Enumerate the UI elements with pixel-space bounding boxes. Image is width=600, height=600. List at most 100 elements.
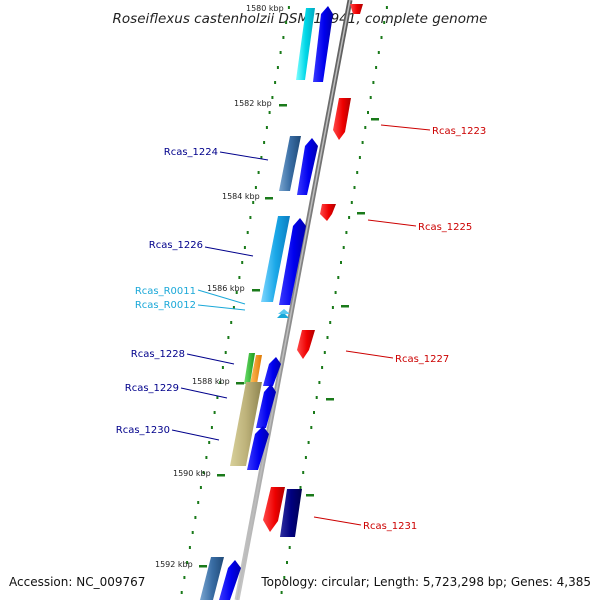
tick-dot bbox=[265, 126, 268, 129]
gene-arrow[interactable] bbox=[350, 4, 363, 14]
gene-label-rcas-1224[interactable]: Rcas_1224 bbox=[164, 147, 218, 158]
tick-dot bbox=[329, 321, 332, 324]
tick-dot bbox=[230, 321, 233, 324]
tick-dot bbox=[183, 576, 186, 579]
tick-dot bbox=[180, 591, 183, 594]
tick-dot bbox=[274, 81, 277, 84]
gene-labels: Rcas_1223 Rcas_1224 Rcas_1225 Rcas_1226 … bbox=[116, 126, 486, 532]
tick-dot bbox=[377, 51, 380, 54]
tick-major bbox=[265, 197, 273, 200]
tick-major bbox=[279, 104, 287, 107]
leader-lines bbox=[171, 124, 431, 526]
tick-dot bbox=[213, 411, 216, 414]
gene-arrow[interactable] bbox=[244, 353, 255, 384]
tick-dot bbox=[307, 441, 310, 444]
scale-label-1588: 1588 kbp bbox=[192, 377, 230, 386]
gene-arrow[interactable] bbox=[263, 487, 285, 532]
gene-label-rcas-1223[interactable]: Rcas_1223 bbox=[432, 126, 486, 137]
gene-label-rcas-1225[interactable]: Rcas_1225 bbox=[418, 222, 472, 233]
rna-marker[interactable] bbox=[278, 309, 290, 314]
tick-dot bbox=[334, 291, 337, 294]
tick-dot bbox=[299, 486, 302, 489]
tick-dot bbox=[210, 426, 213, 429]
tick-major bbox=[341, 305, 349, 308]
tick-major bbox=[199, 565, 207, 568]
tick-dot bbox=[323, 351, 326, 354]
tick-dot bbox=[260, 156, 263, 159]
tick-dot bbox=[380, 36, 383, 39]
gene-arrow[interactable] bbox=[219, 560, 241, 600]
genome-backbone bbox=[234, 0, 353, 600]
tick-dot bbox=[194, 516, 197, 519]
scale-label-1592: 1592 kbp bbox=[155, 560, 193, 569]
scale-label-1584: 1584 kbp bbox=[222, 192, 260, 201]
tick-dot bbox=[342, 246, 345, 249]
tick-dot bbox=[302, 471, 305, 474]
tick-major bbox=[357, 212, 365, 215]
tick-dot bbox=[340, 261, 342, 264]
scale-labels: 1580 kbp 1582 kbp 1584 kbp 1586 kbp 1588… bbox=[155, 4, 284, 569]
tick-dot bbox=[353, 186, 356, 189]
tick-dot bbox=[361, 141, 364, 144]
gene-arrow[interactable] bbox=[279, 136, 301, 191]
tick-dot bbox=[288, 546, 291, 549]
gene-label-rcas-1229[interactable]: Rcas_1229 bbox=[125, 383, 179, 394]
gene-arrow[interactable] bbox=[247, 426, 269, 470]
gene-arrow[interactable] bbox=[297, 138, 318, 195]
tick-dot bbox=[241, 261, 244, 264]
gene-arrow[interactable] bbox=[256, 384, 276, 428]
gene-label-rcas-r0011[interactable]: Rcas_R0011 bbox=[135, 286, 196, 297]
tick-dot bbox=[199, 486, 202, 489]
gene-arrow[interactable] bbox=[279, 218, 306, 305]
tick-dot bbox=[279, 51, 282, 54]
gene-arrow[interactable] bbox=[320, 204, 336, 221]
gene-arrow[interactable] bbox=[280, 489, 302, 537]
tick-dot bbox=[283, 576, 286, 579]
gene-label-rcas-r0012[interactable]: Rcas_R0012 bbox=[135, 300, 196, 311]
tick-dot bbox=[235, 291, 238, 294]
gene-label-rcas-1226[interactable]: Rcas_1226 bbox=[149, 240, 203, 251]
tick-dot bbox=[232, 306, 235, 309]
tick-dot bbox=[227, 336, 230, 339]
scale-label-1582: 1582 kbp bbox=[234, 99, 272, 108]
tick-dot bbox=[252, 201, 255, 204]
gene-label-rcas-1231[interactable]: Rcas_1231 bbox=[363, 521, 417, 532]
tick-dot bbox=[246, 231, 249, 234]
gene-arrow[interactable] bbox=[261, 216, 290, 302]
gene-label-rcas-1230[interactable]: Rcas_1230 bbox=[116, 425, 170, 436]
tick-dot bbox=[276, 66, 279, 69]
gene-arrow[interactable] bbox=[333, 98, 351, 140]
gene-arrow[interactable] bbox=[200, 557, 224, 600]
gene-arrow[interactable] bbox=[250, 355, 262, 384]
rna-marker[interactable] bbox=[277, 312, 289, 318]
tick-dot bbox=[268, 111, 271, 114]
gene-arrow[interactable] bbox=[313, 6, 333, 82]
gene-arrow[interactable] bbox=[296, 8, 315, 80]
tick-dot bbox=[238, 276, 241, 279]
tick-dot bbox=[383, 21, 386, 24]
tick-dot bbox=[285, 21, 288, 24]
gene-arrow[interactable] bbox=[230, 382, 262, 466]
tick-dot bbox=[188, 546, 191, 549]
tick-dot bbox=[372, 81, 375, 84]
tick-dot bbox=[202, 471, 205, 474]
tick-dot bbox=[315, 396, 318, 399]
tick-major bbox=[371, 118, 379, 121]
gene-arrow[interactable] bbox=[297, 330, 315, 359]
tick-dot bbox=[321, 366, 324, 369]
tick-major bbox=[252, 289, 260, 292]
tick-dot bbox=[263, 141, 266, 144]
tick-dot bbox=[350, 201, 353, 204]
tick-major bbox=[217, 474, 225, 477]
tick-dot bbox=[313, 411, 315, 414]
tick-dot bbox=[318, 381, 321, 384]
gene-label-rcas-1228[interactable]: Rcas_1228 bbox=[131, 349, 185, 360]
tick-dot bbox=[286, 561, 288, 564]
gene-label-rcas-1227[interactable]: Rcas_1227 bbox=[395, 354, 449, 365]
tick-major bbox=[326, 398, 334, 401]
gene-arrow[interactable] bbox=[263, 357, 281, 386]
tick-dot bbox=[243, 246, 246, 249]
map-title: Roseiflexus castenholzii DSM 13941, comp… bbox=[113, 11, 488, 27]
tick-dot bbox=[331, 306, 334, 309]
